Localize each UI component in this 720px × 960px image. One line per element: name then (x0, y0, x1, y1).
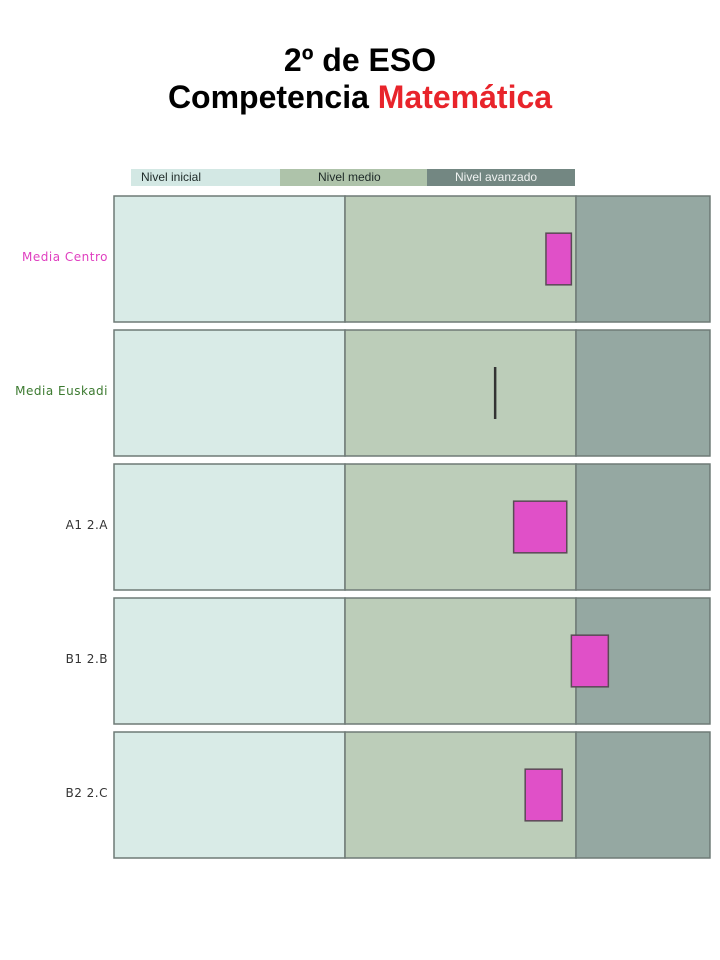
level-band-1 (113, 463, 346, 591)
row-1 (113, 195, 711, 323)
score-box (524, 768, 563, 822)
score-box (570, 634, 610, 688)
level-band-1 (113, 597, 346, 725)
row-4 (113, 597, 711, 725)
legend-label-avanzado: Nivel avanzado (455, 170, 538, 184)
chart-title: 2º de ESO Competencia Matemática (0, 42, 720, 116)
legend-swatch-2 (280, 169, 427, 186)
row-label: B2 2.C (65, 786, 108, 800)
row-2 (113, 329, 711, 457)
title-accent: Matemática (377, 79, 553, 115)
legend-swatch-3 (427, 169, 575, 186)
row-label: B1 2.B (65, 652, 108, 666)
row-label: Media Euskadi (15, 384, 108, 398)
score-box (512, 500, 568, 554)
level-band-1 (113, 195, 346, 323)
level-band-1 (113, 329, 346, 457)
level-band-3 (575, 195, 711, 323)
level-band-1 (113, 731, 346, 859)
legend-swatch-1 (131, 169, 280, 186)
level-band-2 (344, 195, 577, 323)
legend-label-inicial: Nivel inicial (141, 170, 202, 184)
level-band-3 (575, 329, 711, 457)
level-band-3 (575, 731, 711, 859)
level-band-3 (575, 463, 711, 591)
title-prefix: Competencia (167, 79, 369, 115)
row-label: A1 2.A (65, 518, 108, 532)
score-box (545, 232, 573, 286)
level-band-2 (344, 329, 577, 457)
legend-label-medio: Nivel medio (318, 170, 381, 184)
row-3 (113, 463, 711, 591)
title-line-competence: Competencia Matemática (0, 78, 720, 116)
row-label: Media Centro (22, 250, 108, 264)
title-line-grade: 2º de ESO (283, 42, 437, 78)
level-band-2 (344, 597, 577, 725)
row-5 (113, 731, 711, 859)
